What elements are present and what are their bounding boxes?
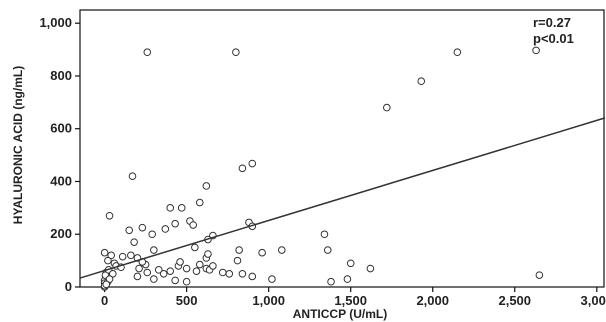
y-tick-label: 400	[50, 173, 72, 188]
data-point	[192, 267, 201, 275]
data-point	[102, 280, 111, 289]
data-point	[453, 48, 462, 57]
data-point	[182, 277, 191, 286]
y-tick-label: 200	[50, 226, 72, 241]
data-point	[248, 159, 257, 168]
data-point	[218, 268, 227, 277]
data-point	[182, 264, 191, 273]
x-axis-title: ANTICCP (U/mL)	[293, 307, 387, 321]
data-point	[277, 246, 286, 254]
data-point	[195, 198, 204, 207]
data-point	[238, 270, 247, 278]
data-point	[107, 251, 115, 260]
data-point	[154, 266, 163, 274]
data-points	[100, 46, 544, 291]
regression-line	[79, 117, 606, 279]
y-tick-label: 0	[65, 279, 72, 294]
data-point	[248, 272, 257, 281]
data-point	[191, 243, 199, 252]
data-point	[177, 204, 186, 212]
data-point	[166, 204, 175, 212]
data-point	[202, 182, 211, 190]
data-point	[150, 275, 158, 283]
x-tick-label: 1,000	[252, 293, 285, 308]
data-point	[268, 275, 276, 283]
data-point	[161, 225, 170, 233]
data-point	[148, 230, 156, 239]
data-point	[135, 264, 143, 273]
x-tick-label: 1,500	[334, 293, 367, 308]
x-tick-label: 2,500	[498, 293, 531, 308]
data-point	[535, 271, 544, 279]
y-axis-title: HYALURONIC ACID (ng/mL)	[11, 66, 25, 224]
data-point	[176, 258, 184, 266]
data-point	[238, 164, 247, 173]
data-point	[195, 260, 204, 269]
data-point	[327, 277, 335, 286]
data-point	[100, 248, 109, 257]
data-point	[232, 48, 240, 57]
data-point	[233, 256, 242, 265]
data-point	[417, 77, 426, 86]
data-point	[235, 246, 243, 254]
data-point	[150, 246, 158, 254]
data-point	[143, 48, 152, 57]
y-tick-label: 1,000	[39, 15, 72, 30]
data-point	[138, 223, 147, 232]
correlation-annotation: r=0.27	[533, 15, 571, 30]
data-point	[105, 275, 114, 283]
data-point	[343, 275, 352, 283]
axis-ticks: 0 500 1,000 1,500 2,000 2,500 3,000 0 200 400 600 8…	[39, 15, 606, 308]
y-tick-label: 600	[50, 121, 72, 136]
data-point	[109, 270, 117, 278]
plot-frame	[79, 9, 605, 288]
data-point	[209, 262, 217, 270]
y-tick-label: 800	[50, 68, 72, 83]
data-point	[104, 256, 112, 265]
data-point	[346, 259, 355, 268]
data-point	[118, 252, 127, 261]
data-point	[128, 172, 137, 180]
axes	[79, 9, 605, 288]
x-tick-label: 3,000	[581, 293, 606, 308]
data-point	[159, 270, 168, 278]
data-point	[320, 230, 329, 239]
data-point	[323, 246, 332, 254]
x-tick-label: 500	[176, 293, 198, 308]
data-point	[166, 267, 175, 275]
data-point	[130, 238, 138, 246]
p-value-annotation: p<0.01	[533, 31, 574, 46]
data-point	[133, 272, 142, 281]
data-point	[204, 250, 212, 258]
x-tick-label: 0	[101, 293, 108, 308]
data-point	[171, 276, 179, 285]
data-point	[366, 264, 375, 273]
data-point	[258, 248, 266, 257]
data-point	[225, 270, 234, 278]
data-point	[105, 211, 114, 220]
data-point	[127, 251, 135, 260]
fit-line	[79, 117, 606, 279]
data-point	[171, 219, 179, 228]
data-point	[189, 221, 198, 229]
data-point	[143, 268, 152, 277]
x-tick-label: 2,000	[416, 293, 449, 308]
data-point	[532, 46, 540, 55]
data-point	[382, 103, 391, 112]
data-point	[125, 226, 134, 235]
